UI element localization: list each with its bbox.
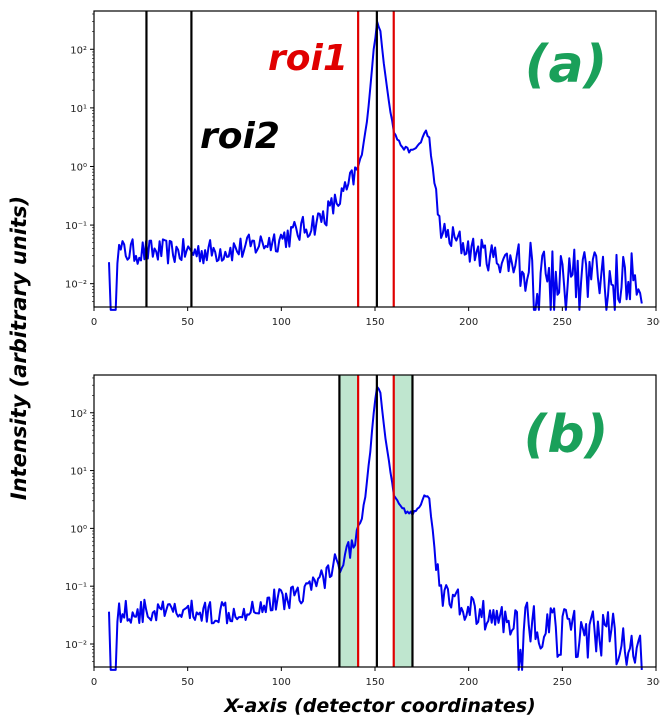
x-tick-label: 300 (646, 317, 660, 328)
roi1-annotation: roi1 (268, 38, 348, 79)
y-tick-label: 10⁰ (70, 524, 87, 535)
x-tick-label: 150 (365, 317, 384, 328)
x-tick-label: 100 (272, 317, 291, 328)
x-axis-label: X-axis (detector coordinates) (223, 695, 535, 717)
y-axis-label: Intensity (arbitrary units) (7, 196, 31, 500)
y-tick-label: 10¹ (70, 467, 87, 478)
intensity-curve (108, 385, 643, 671)
y-tick-label: 10⁰ (70, 162, 87, 173)
y-tick-label: 10⁻¹ (65, 221, 87, 232)
y-tick-label: 10² (70, 45, 87, 56)
x-tick-label: 150 (365, 677, 384, 688)
x-tick-label: 200 (459, 677, 478, 688)
x-tick-label: 50 (181, 677, 194, 688)
x-tick-label: 50 (181, 317, 194, 328)
axes-frame (93, 10, 657, 308)
roi-shaded-region (393, 375, 413, 667)
panel-b: 0 50 100 150 200 250 300 10⁻² 10⁻¹ 10⁰ 10¹ 10² (b) (65, 374, 660, 688)
roi2-annotation: roi2 (200, 116, 280, 157)
panel-label: (b) (524, 405, 609, 465)
panel-a: 0 50 100 150 200 250 300 10⁻² 10⁻¹ 10⁰ 10¹ 10² (a) ro… (65, 10, 660, 328)
y-tick-label: 10² (70, 409, 87, 420)
y-tick-label: 10⁻² (65, 640, 87, 651)
x-tick-label: 100 (272, 677, 291, 688)
x-tick-label: 0 (91, 317, 97, 328)
panel-label: (a) (525, 35, 608, 95)
axes-frame (93, 374, 657, 668)
x-tick-label: 200 (459, 317, 478, 328)
x-tick-label: 300 (646, 677, 660, 688)
y-tick-label: 10¹ (70, 104, 87, 115)
x-tick-label: 0 (91, 677, 97, 688)
roi-shaded-region (339, 375, 359, 667)
y-tick-label: 10⁻¹ (65, 582, 87, 593)
x-tick-label: 250 (553, 677, 572, 688)
x-tick-label: 250 (553, 317, 572, 328)
intensity-curve (108, 20, 643, 311)
y-tick-label: 10⁻² (65, 280, 87, 291)
